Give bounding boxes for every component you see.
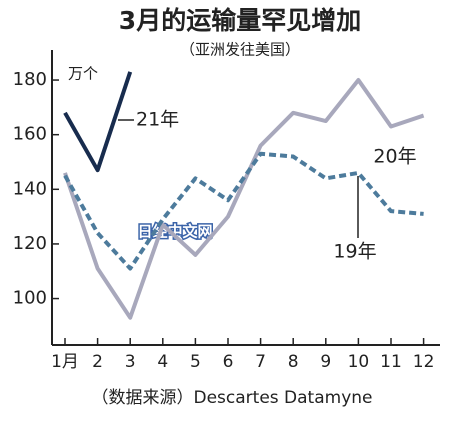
series-line xyxy=(63,151,424,271)
x-tick-label: 12 xyxy=(413,352,435,372)
y-tick-label: 160 xyxy=(13,124,47,145)
y-tick-label: 120 xyxy=(13,233,47,254)
series-line xyxy=(63,71,133,173)
chart-title: 3月的运输量罕见增加 xyxy=(119,6,361,35)
y-tick-label: 140 xyxy=(13,178,47,199)
x-tick-label: 1月 xyxy=(51,352,79,372)
watermark: 日经中文网 xyxy=(137,223,212,241)
series-line xyxy=(63,78,425,320)
x-tick-label: 8 xyxy=(288,352,299,372)
y-tick-label: 100 xyxy=(13,288,47,309)
legend-label: 19年 xyxy=(333,241,376,263)
y-tick-label: 180 xyxy=(13,69,47,90)
x-tick-label: 11 xyxy=(380,352,402,372)
x-tick-label: 4 xyxy=(157,352,168,372)
x-tick-label: 5 xyxy=(190,352,201,372)
x-tick-label: 7 xyxy=(255,352,266,372)
x-tick-label: 2 xyxy=(92,352,103,372)
x-tick-label: 10 xyxy=(348,352,370,372)
legend-label: 21年 xyxy=(136,109,179,131)
x-tick-label: 3 xyxy=(125,352,136,372)
x-tick-label: 9 xyxy=(320,352,331,372)
chart-subtitle: （亚洲发往美国） xyxy=(180,41,300,59)
source: （数据来源）Descartes Datamyne xyxy=(92,388,373,408)
legend-label: 20年 xyxy=(373,146,416,168)
x-tick-label: 6 xyxy=(223,352,234,372)
unit-label: 万个 xyxy=(68,65,98,83)
